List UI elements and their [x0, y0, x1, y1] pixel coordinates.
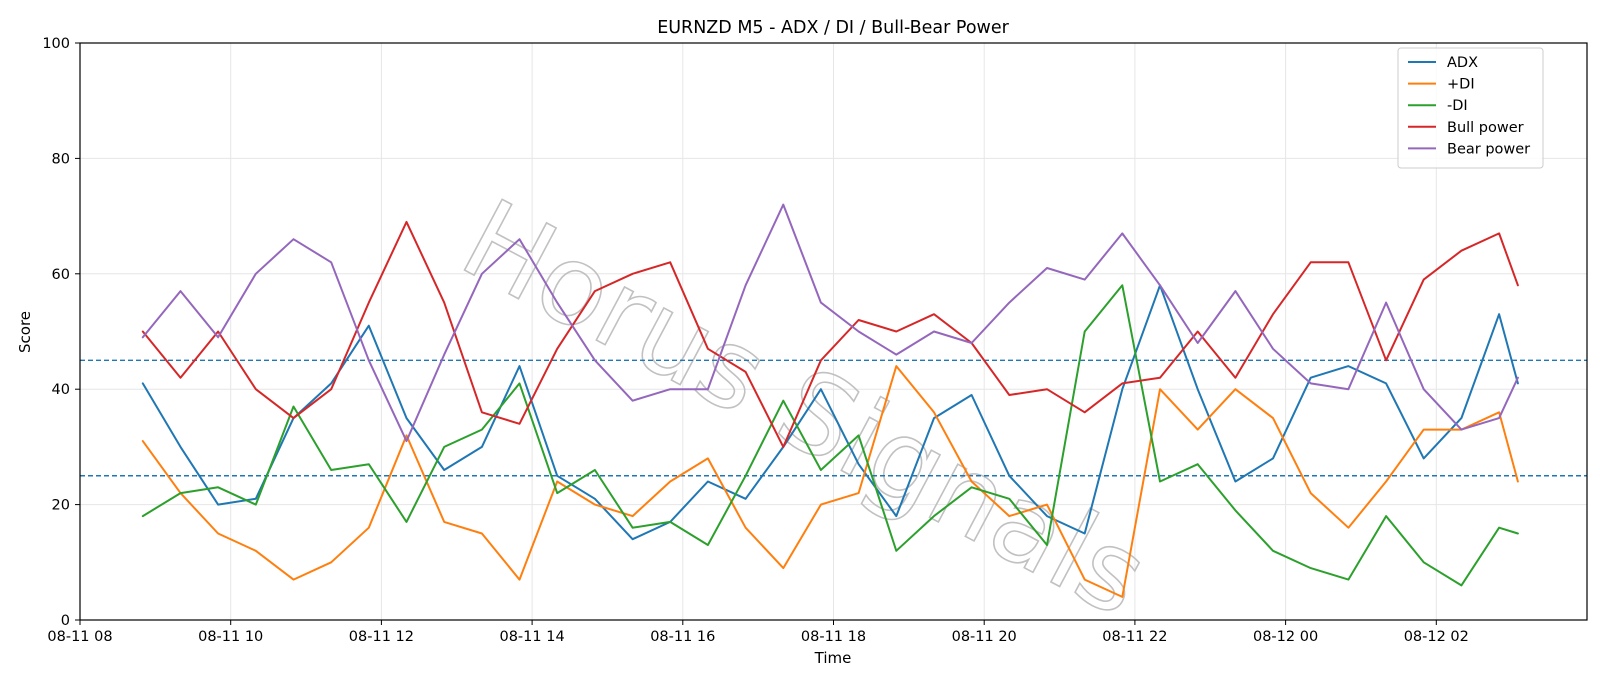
- y-tick-label: 40: [52, 382, 70, 398]
- y-tick-label: 20: [52, 498, 70, 514]
- legend-label-di: -DI: [1447, 98, 1468, 114]
- x-tick-label: 08-11 18: [801, 629, 866, 645]
- y-tick-label: 0: [61, 613, 70, 629]
- x-tick-label: 08-11 10: [198, 629, 263, 645]
- chart-title: EURNZD M5 - ADX / DI / Bull-Bear Power: [657, 18, 1009, 38]
- series-line-bull-power: [141, 220, 1519, 448]
- legend-box: [1397, 47, 1544, 169]
- series-line-adx: [141, 284, 1519, 541]
- series-line-di: [141, 284, 1519, 587]
- y-axis: 0 20 40 60 80 100: [42, 36, 80, 629]
- x-tick-label: 08-11 22: [1102, 629, 1167, 645]
- legend-label-di: +DI: [1447, 77, 1475, 93]
- series-layer: [141, 203, 1519, 598]
- x-tick-label: 08-12 02: [1404, 629, 1469, 645]
- series-line-di: [141, 365, 1519, 598]
- x-axis-title: Time: [814, 649, 852, 667]
- reference-lines: [80, 359, 1587, 477]
- legend-label-bull-power: Bull power: [1447, 120, 1524, 136]
- x-tick-label: 08-12 00: [1253, 629, 1318, 645]
- legend: ADX +DI -DI Bull power Bear power: [1397, 47, 1544, 169]
- x-tick-label: 08-11 16: [650, 629, 715, 645]
- legend-label-bear-power: Bear power: [1447, 141, 1530, 157]
- y-tick-label: 80: [52, 151, 70, 167]
- series-line-bear-power: [141, 203, 1519, 443]
- y-tick-label: 100: [42, 36, 70, 52]
- y-axis-title: Score: [16, 311, 34, 353]
- y-tick-label: 60: [52, 267, 70, 283]
- x-axis: 08-11 08 08-11 10 08-11 12 08-11 14 08-11 16…: [47, 620, 1469, 645]
- x-tick-label: 08-11 12: [349, 629, 414, 645]
- x-tick-label: 08-11 08: [47, 629, 112, 645]
- x-tick-label: 08-11 20: [952, 629, 1017, 645]
- x-tick-label: 08-11 14: [499, 629, 564, 645]
- legend-label-adx: ADX: [1447, 55, 1478, 71]
